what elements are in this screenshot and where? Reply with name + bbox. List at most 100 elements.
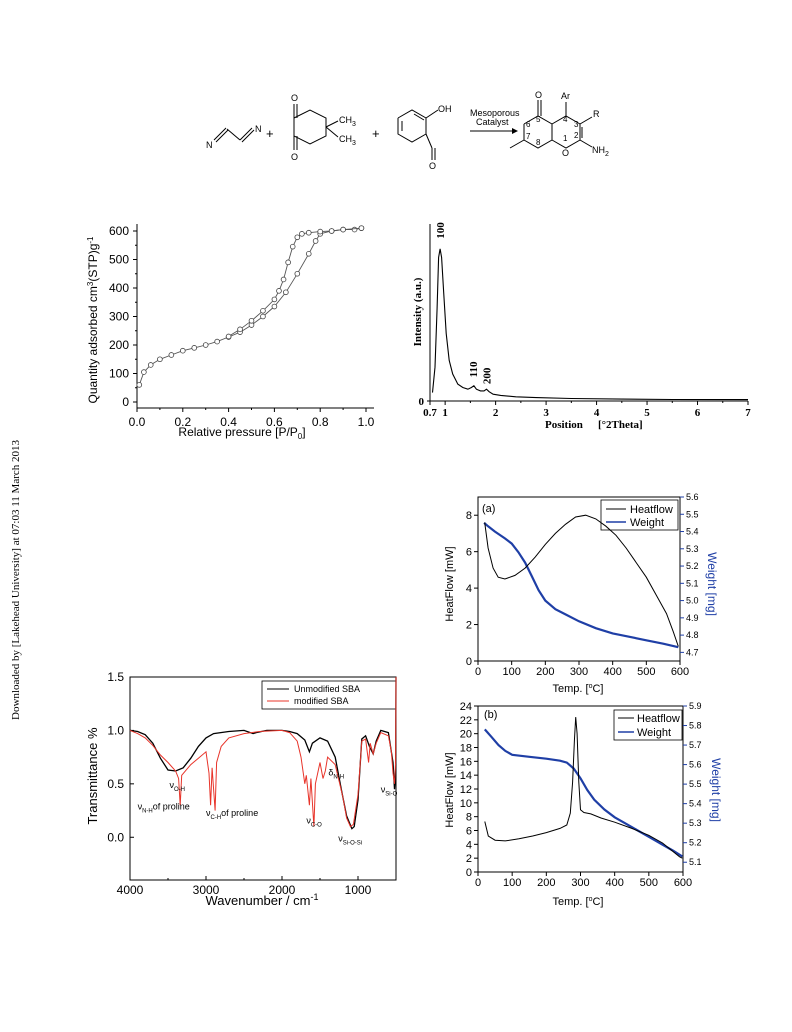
atom-o: O (291, 93, 298, 103)
weight-curve (483, 522, 679, 649)
y2-tick-label: 5.6 (689, 760, 702, 770)
atom-o: O (535, 90, 542, 100)
panel-label: (b) (484, 709, 497, 721)
plus-sign: + (372, 126, 380, 141)
plus-sign: + (266, 126, 274, 141)
x-tick-label: 0.4 (220, 415, 237, 429)
atom-n: N (206, 140, 213, 150)
data-point (237, 326, 243, 333)
x-tick-label: 600 (674, 877, 692, 889)
ring-number: 1 (563, 134, 568, 143)
x-tick-label: 0.6 (266, 415, 283, 429)
x-tick-label: 2 (493, 407, 499, 419)
dimedone-structure: O O CH3 CH3 (291, 93, 356, 162)
y-tick-label: 18 (460, 743, 472, 755)
atom-o: O (429, 161, 436, 171)
aryl-label: Ar (561, 91, 570, 101)
y2-tick-label: 5.5 (689, 779, 702, 789)
y-tick-label: 24 (460, 701, 472, 713)
tga-b-chart: (b) Temp. [oC] HeatFlow [mW] Weight [mg]… (444, 701, 723, 908)
y-tick-label: 10 (460, 798, 472, 810)
methyl-label: CH3 (339, 134, 356, 147)
x-tick-label: 0.0 (129, 415, 146, 429)
amino-label: NH2 (592, 145, 609, 158)
y-tick-label: 20 (460, 729, 472, 741)
y-tick-label: 0 (466, 656, 472, 668)
y-tick-label: 100 (109, 367, 129, 381)
legend-label: Weight (630, 517, 664, 529)
y-tick-label: 0.5 (107, 777, 124, 791)
data-point (276, 288, 282, 294)
x-tick-label: 0.8 (312, 415, 329, 429)
y2-tick-label: 5.4 (686, 527, 699, 537)
y-tick-label: 400 (109, 281, 129, 295)
band-label: νSi-O-Si (338, 834, 362, 847)
atom-o: O (562, 148, 569, 158)
x-tick-label: 4000 (117, 883, 144, 897)
data-point (136, 382, 143, 388)
x-axis-unit: [°2Theta] (598, 419, 643, 431)
y-tick-label: 0.0 (107, 830, 124, 844)
panel-label: (a) (482, 503, 495, 515)
x-tick-label: 300 (570, 666, 588, 678)
data-point (358, 225, 365, 231)
isotherm-chart: Relative pressure [P/P0] Quantity adsorb… (86, 224, 375, 441)
y-axis-label: HeatFlow [mW] (444, 546, 456, 621)
x-tick-label: 400 (603, 666, 621, 678)
y2-tick-label: 5.4 (689, 799, 702, 809)
ring-number: 5 (536, 115, 541, 124)
x-tick-label: 5 (644, 407, 650, 419)
data-point (280, 276, 287, 283)
legend-label: Heatflow (630, 504, 673, 516)
x-tick-label: 400 (605, 877, 623, 889)
x-tick-label: 1 (442, 407, 448, 419)
x-tick-label: 200 (536, 666, 554, 678)
x-tick-label: 100 (502, 666, 520, 678)
data-point (168, 352, 175, 358)
y-tick-label: 2 (466, 620, 472, 632)
y-tick-label: 300 (109, 310, 129, 324)
weight-curve (483, 728, 683, 858)
legend-label: Heatflow (637, 713, 680, 725)
heatflow-curve (484, 717, 683, 859)
y-tick-label: 1.5 (107, 670, 124, 684)
y2-tick-label: 5.3 (689, 818, 702, 828)
x-tick-label: 2000 (269, 883, 296, 897)
data-point (340, 226, 346, 233)
data-point (328, 228, 335, 234)
atom-n: N (255, 124, 262, 134)
ring-number: 8 (536, 138, 541, 147)
y2-tick-label: 5.1 (686, 578, 699, 588)
x-tick-label: 0 (475, 666, 481, 678)
y2-tick-label: 4.7 (686, 647, 699, 657)
x-tick-label: 3 (543, 407, 549, 419)
y2-axis-label: Weight [mg] (705, 552, 719, 616)
data-point (141, 369, 147, 375)
isotherm-line-0 (138, 227, 362, 386)
x-tick-label: 7 (745, 407, 751, 419)
data-point (157, 356, 163, 363)
x-tick-label: 500 (640, 877, 658, 889)
x-axis-label: Temp. [oC] (553, 683, 604, 695)
atom-o: O (291, 152, 298, 162)
x-tick-label: 1000 (345, 883, 372, 897)
y2-tick-label: 5.6 (686, 492, 699, 502)
band-label: δN-H (328, 767, 344, 780)
y-tick-label: 0 (122, 395, 129, 409)
x-tick-label: 3000 (193, 883, 220, 897)
data-point (180, 347, 186, 354)
legend-label: Unmodified SBA (294, 684, 360, 694)
y-tick-label: 200 (109, 338, 129, 352)
salicylaldehyde-structure: OH O (397, 104, 452, 171)
data-point (299, 231, 305, 237)
data-point (260, 313, 266, 320)
x-tick-label: 500 (637, 666, 655, 678)
y2-tick-label: 5.2 (686, 561, 699, 571)
modified-sba-trace (129, 676, 397, 828)
malononitrile-structure: N N (206, 124, 262, 150)
x-tick-label: 1.0 (358, 415, 375, 429)
xrd-trace (431, 248, 749, 401)
y-tick-label: 600 (109, 224, 129, 238)
peak-label: 110 (468, 361, 480, 377)
band-label: νC-O (306, 815, 322, 828)
